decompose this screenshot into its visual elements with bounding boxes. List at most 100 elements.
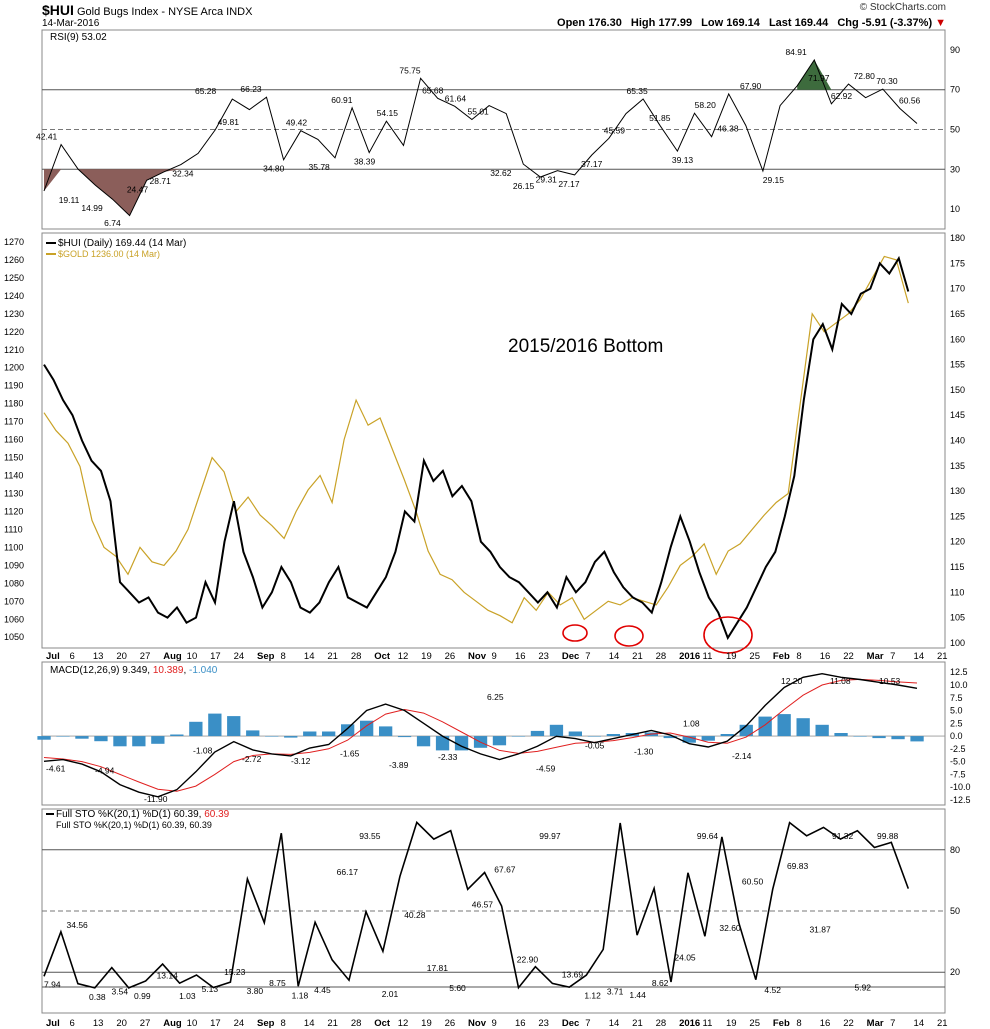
price-x-tick-label: 6 — [69, 651, 74, 662]
rsi-data-label: 29.31 — [536, 175, 558, 185]
sto-data-label: 3.54 — [112, 987, 129, 997]
hui-y-tick-label: 135 — [950, 461, 965, 471]
sto-x-tick-label: Dec — [562, 1018, 579, 1029]
quote-bar: Open 176.30 High 177.99 Low 169.14 Last … — [557, 17, 946, 29]
sto-data-label: 7.94 — [44, 979, 61, 989]
sto-data-label: 4.52 — [764, 985, 781, 995]
macd-title-hist: -1.040 — [189, 665, 218, 676]
macd-histogram-bar — [701, 736, 715, 741]
sto-x-tick-label: 8 — [796, 1018, 801, 1029]
chart-title: $HUI Gold Bugs Index - NYSE Arca INDX — [42, 2, 252, 18]
sto-data-label: 8.62 — [652, 978, 669, 988]
symbol: $HUI — [42, 2, 74, 18]
sto-data-label: 40.28 — [404, 910, 426, 920]
macd-data-label: 11.08 — [830, 676, 851, 686]
sto-data-label: 13.14 — [157, 971, 179, 981]
sto-data-label: 60.50 — [742, 876, 764, 886]
macd-data-label: 10.53 — [879, 676, 901, 686]
price-x-tick-label: 21 — [632, 651, 643, 662]
macd-data-label: -4.94 — [95, 765, 115, 775]
rsi-data-label: 67.90 — [740, 81, 762, 91]
price-x-tick-label: Dec — [562, 651, 579, 662]
sto-data-label: 0.99 — [134, 991, 151, 1001]
sto-x-tick-label: 12 — [398, 1018, 409, 1029]
gold-y-tick-label: 1090 — [4, 560, 24, 570]
hui-y-tick-label: 170 — [950, 284, 965, 294]
sto-data-label: 3.80 — [247, 986, 264, 996]
macd-panel-frame — [41, 661, 946, 806]
sto-x-tick-label: 6 — [69, 1018, 74, 1029]
macd-histogram-bar — [170, 734, 184, 736]
macd-y-tick-label: 5.0 — [950, 706, 963, 716]
price-x-tick-label: 7 — [585, 651, 590, 662]
price-x-tick-label: 11 — [703, 651, 713, 662]
sto-title-label: Full STO %K(20,1) %D(1) — [56, 809, 174, 820]
macd-histogram-bar — [568, 731, 582, 737]
price-x-tick-label: 28 — [351, 651, 362, 662]
sto-x-tick-label: 8 — [280, 1018, 285, 1029]
sto-x-tick-label: Nov — [468, 1018, 487, 1029]
sto-data-label: 1.44 — [629, 990, 646, 1000]
gold-y-tick-label: 1220 — [4, 327, 24, 337]
price-x-tick-label: 20 — [116, 651, 127, 662]
sto-x-tick-label: 17 — [210, 1018, 221, 1029]
sto-data-label: 5.13 — [202, 984, 219, 994]
macd-histogram-bar — [815, 724, 829, 736]
macd-histogram-bar — [94, 736, 108, 742]
sto-data-label: 31.87 — [809, 924, 831, 934]
macd-histogram-bar — [416, 736, 431, 747]
sto-data-label: 3.71 — [607, 986, 624, 996]
rsi-data-label: 32.34 — [172, 169, 194, 179]
hui-y-tick-label: 155 — [950, 360, 965, 370]
gold-y-tick-label: 1100 — [4, 542, 23, 552]
price-x-tick-label: Sep — [257, 651, 275, 662]
macd-histogram-bar — [891, 736, 905, 740]
sto-title-sep: , — [199, 809, 205, 820]
macd-histogram-bar — [910, 736, 924, 742]
sto-x-tick-label: 14 — [914, 1018, 925, 1029]
macd-signal-line — [43, 678, 918, 792]
hui-y-tick-label: 105 — [950, 613, 965, 623]
macd-histogram-bar — [265, 736, 279, 737]
sto-data-label: 99.97 — [539, 831, 561, 841]
macd-histogram-bar — [360, 720, 374, 736]
rsi-data-label: 60.56 — [899, 95, 921, 105]
gold-y-tick-label: 1140 — [4, 471, 23, 481]
sto-x-tick-label: 13 — [93, 1018, 104, 1029]
macd-data-label: -3.12 — [291, 756, 311, 766]
sto-x-tick-label: Mar — [867, 1018, 884, 1029]
macd-data-label: -0.05 — [585, 740, 605, 750]
rsi-line — [43, 58, 918, 217]
bottom-annotation: 2015/2016 Bottom — [508, 336, 663, 357]
sto-x-tick-label: 21 — [327, 1018, 338, 1029]
macd-histogram-bar — [56, 736, 70, 737]
rsi-data-label: 45.59 — [604, 125, 626, 135]
macd-y-tick-label: -5.0 — [950, 757, 966, 767]
macd-y-tick-label: -12.5 — [950, 795, 971, 805]
price-x-tick-label: 16 — [820, 651, 831, 662]
macd-histogram-bar — [492, 736, 507, 746]
sto-x-tick-label: 26 — [445, 1018, 456, 1029]
rsi-y-tick-label: 70 — [950, 85, 960, 95]
sto-data-label: 1.03 — [179, 991, 196, 1001]
gold-y-tick-label: 1200 — [4, 363, 24, 373]
price-x-tick-label: 14 — [609, 651, 620, 662]
price-x-tick-label: 28 — [656, 651, 667, 662]
rsi-data-label: 66.23 — [240, 84, 262, 94]
sto-data-label: 99.64 — [697, 831, 719, 841]
sto-x-tick-label: Oct — [374, 1018, 391, 1029]
rsi-data-label: 26.15 — [513, 181, 535, 191]
sto-data-label: 1.12 — [584, 991, 601, 1001]
gold-y-tick-label: 1260 — [4, 255, 24, 265]
sto-y-tick-label: 20 — [950, 967, 960, 977]
hui-y-tick-label: 160 — [950, 334, 965, 344]
sto-data-label: 4.45 — [314, 985, 331, 995]
bottom-highlight-circle — [562, 624, 588, 642]
rsi-data-label: 62.92 — [831, 91, 853, 101]
macd-data-label: -1.30 — [634, 747, 654, 757]
gold-y-tick-label: 1240 — [4, 291, 24, 301]
sto-y-tick-label: 80 — [950, 845, 960, 855]
hui-y-tick-label: 115 — [950, 562, 964, 572]
price-x-tick-label: 16 — [515, 651, 526, 662]
hui-y-tick-label: 180 — [950, 233, 965, 243]
